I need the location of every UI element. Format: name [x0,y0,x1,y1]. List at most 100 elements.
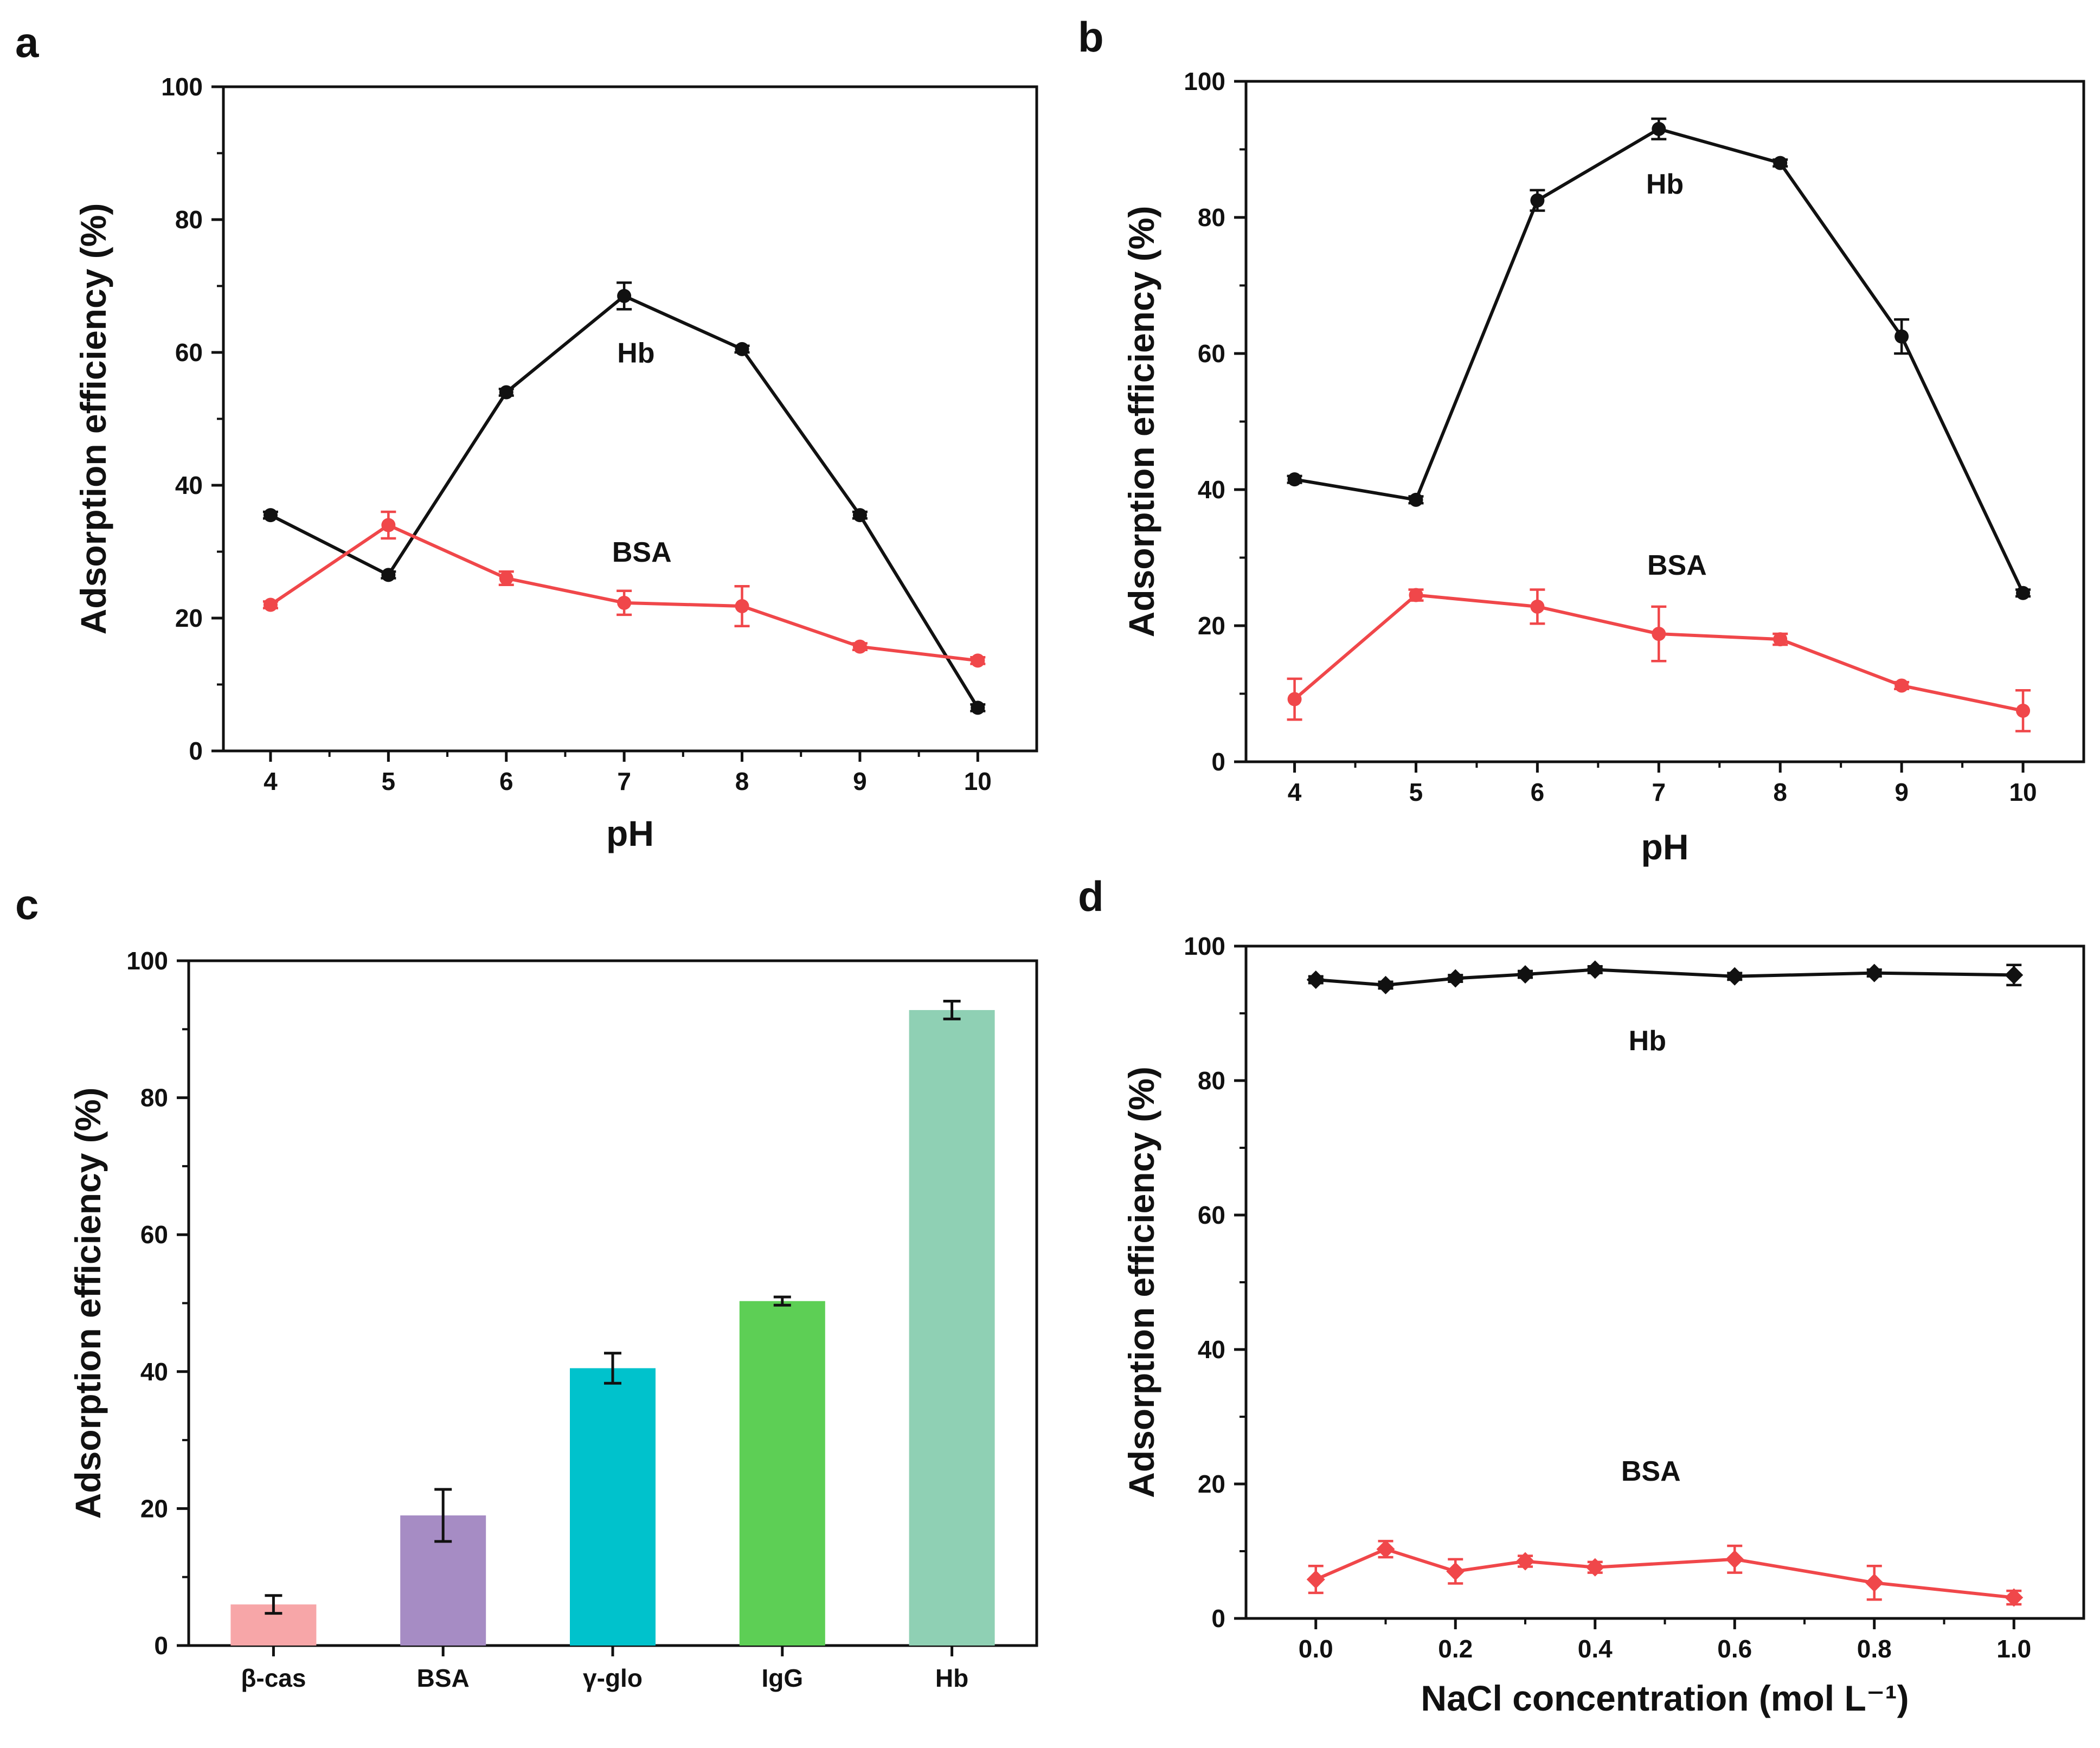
y-tick-label: 80 [1198,203,1225,232]
y-tick-label: 80 [1198,1066,1225,1095]
y-tick-label: 40 [175,471,203,499]
x-axis-title: pH [606,813,654,853]
data-point [1409,492,1423,507]
data-point [1725,1550,1744,1569]
data-point [1865,963,1884,982]
y-tick-label: 40 [140,1358,168,1386]
x-tick-label: 7 [617,767,631,795]
y-tick-label: 20 [1198,612,1225,640]
data-point [2016,586,2031,600]
y-axis-title: Adsorption efficiency (%) [73,203,113,635]
data-point [852,508,867,523]
y-tick-label: 60 [1198,339,1225,368]
data-point [617,595,632,610]
y-tick-label: 0 [189,737,203,765]
panel-label: b [1078,13,1104,61]
x-tick-label: 9 [1895,778,1909,806]
y-axis-title: Adsorption efficiency (%) [1121,1066,1161,1498]
data-point [1409,588,1423,602]
panel-label: a [15,18,39,66]
data-point [499,385,513,400]
data-point [1652,121,1666,136]
y-tick-label: 0 [1211,748,1225,776]
bar [570,1368,656,1646]
data-point [735,599,749,613]
x-tick-label: 10 [964,767,992,795]
x-tick-label: 4 [1288,778,1302,806]
y-tick-label: 40 [1198,1335,1225,1364]
data-point [1530,599,1545,614]
x-tick-label: 0.0 [1299,1635,1333,1663]
series-annotation: Hb [1646,169,1684,200]
plot-frame [222,85,1038,753]
data-point [1516,1552,1534,1571]
x-tick-label: 0.4 [1578,1635,1613,1663]
data-point [1306,971,1325,989]
data-point [971,701,985,715]
panel-a: a 0 20 40 60 80 100 Adsorption efficiency (%) 4 5… [15,18,1038,853]
x-tick-label: 9 [853,767,867,795]
y-tick-label: 0 [154,1631,168,1660]
series-line [1315,1547,2014,1599]
x-tick-label: 0.2 [1438,1635,1473,1663]
series-annotation: Hb [1629,1025,1666,1057]
x-tick-label: 7 [1652,778,1666,806]
x-axis-title: NaCl concentration (mol L⁻¹) [1421,1678,1909,1718]
y-tick-label: 60 [1198,1201,1225,1229]
data-point [1287,692,1302,706]
data-point [1446,969,1465,988]
x-tick-label: 8 [735,767,749,795]
data-point [2016,703,2031,718]
data-point [1773,632,1788,647]
y-tick-label: 20 [175,604,203,632]
data-point [1516,965,1534,984]
x-tick-label: β-cas [241,1664,306,1692]
y-axis-title: Adsorption efficiency (%) [1121,206,1161,638]
data-point [499,571,513,586]
panel-label: c [15,881,38,928]
data-point [1865,1573,1884,1592]
bar [909,1010,995,1646]
data-point [2005,966,2024,985]
data-point [1585,1558,1604,1577]
x-axis-title: pH [1641,827,1689,867]
series-hb [1306,960,2024,994]
data-point [1895,329,1909,344]
panel-d: d 0 20 40 60 80 100 Adsorption efficiency (%) 0.… [1078,872,2085,1718]
data-point [1585,960,1604,979]
y-tick-label: 100 [161,73,203,101]
data-point [735,342,749,356]
data-point [1376,1540,1395,1559]
y-tick-label: 0 [1211,1604,1225,1633]
y-tick-label: 100 [1184,67,1225,95]
data-point [263,597,278,612]
series-annotation: Hb [617,337,654,369]
x-tick-label: 5 [382,767,396,795]
data-point [1652,627,1666,641]
panel-label: d [1078,872,1104,920]
data-point [1895,678,1909,693]
y-tick-label: 20 [1198,1470,1225,1498]
series-annotation: BSA [612,537,672,568]
y-axis-title: Adsorption efficiency (%) [68,1088,108,1519]
x-tick-label: 8 [1773,778,1787,806]
series-hb [1287,117,2031,600]
x-tick-label: IgG [761,1664,803,1692]
series-line [1315,968,2014,987]
data-point [381,518,396,532]
panel-c: c 0 20 40 60 80 100 Adsorption efficiency (%) β-… [15,881,1038,1692]
x-tick-label: 6 [499,767,513,795]
y-tick-label: 60 [175,338,203,367]
data-point [1530,193,1545,208]
x-tick-label: 0.8 [1857,1635,1892,1663]
x-tick-label: 4 [264,767,278,795]
x-tick-label: 5 [1409,778,1423,806]
y-tick-label: 100 [126,947,168,975]
data-point [1446,1562,1465,1581]
data-point [1306,1570,1325,1589]
y-tick-label: 80 [140,1084,168,1112]
x-tick-label: 0.6 [1717,1635,1752,1663]
series-annotation: BSA [1647,550,1707,581]
y-tick-label: 100 [1184,932,1225,960]
series-bsa [1306,1540,2024,1607]
